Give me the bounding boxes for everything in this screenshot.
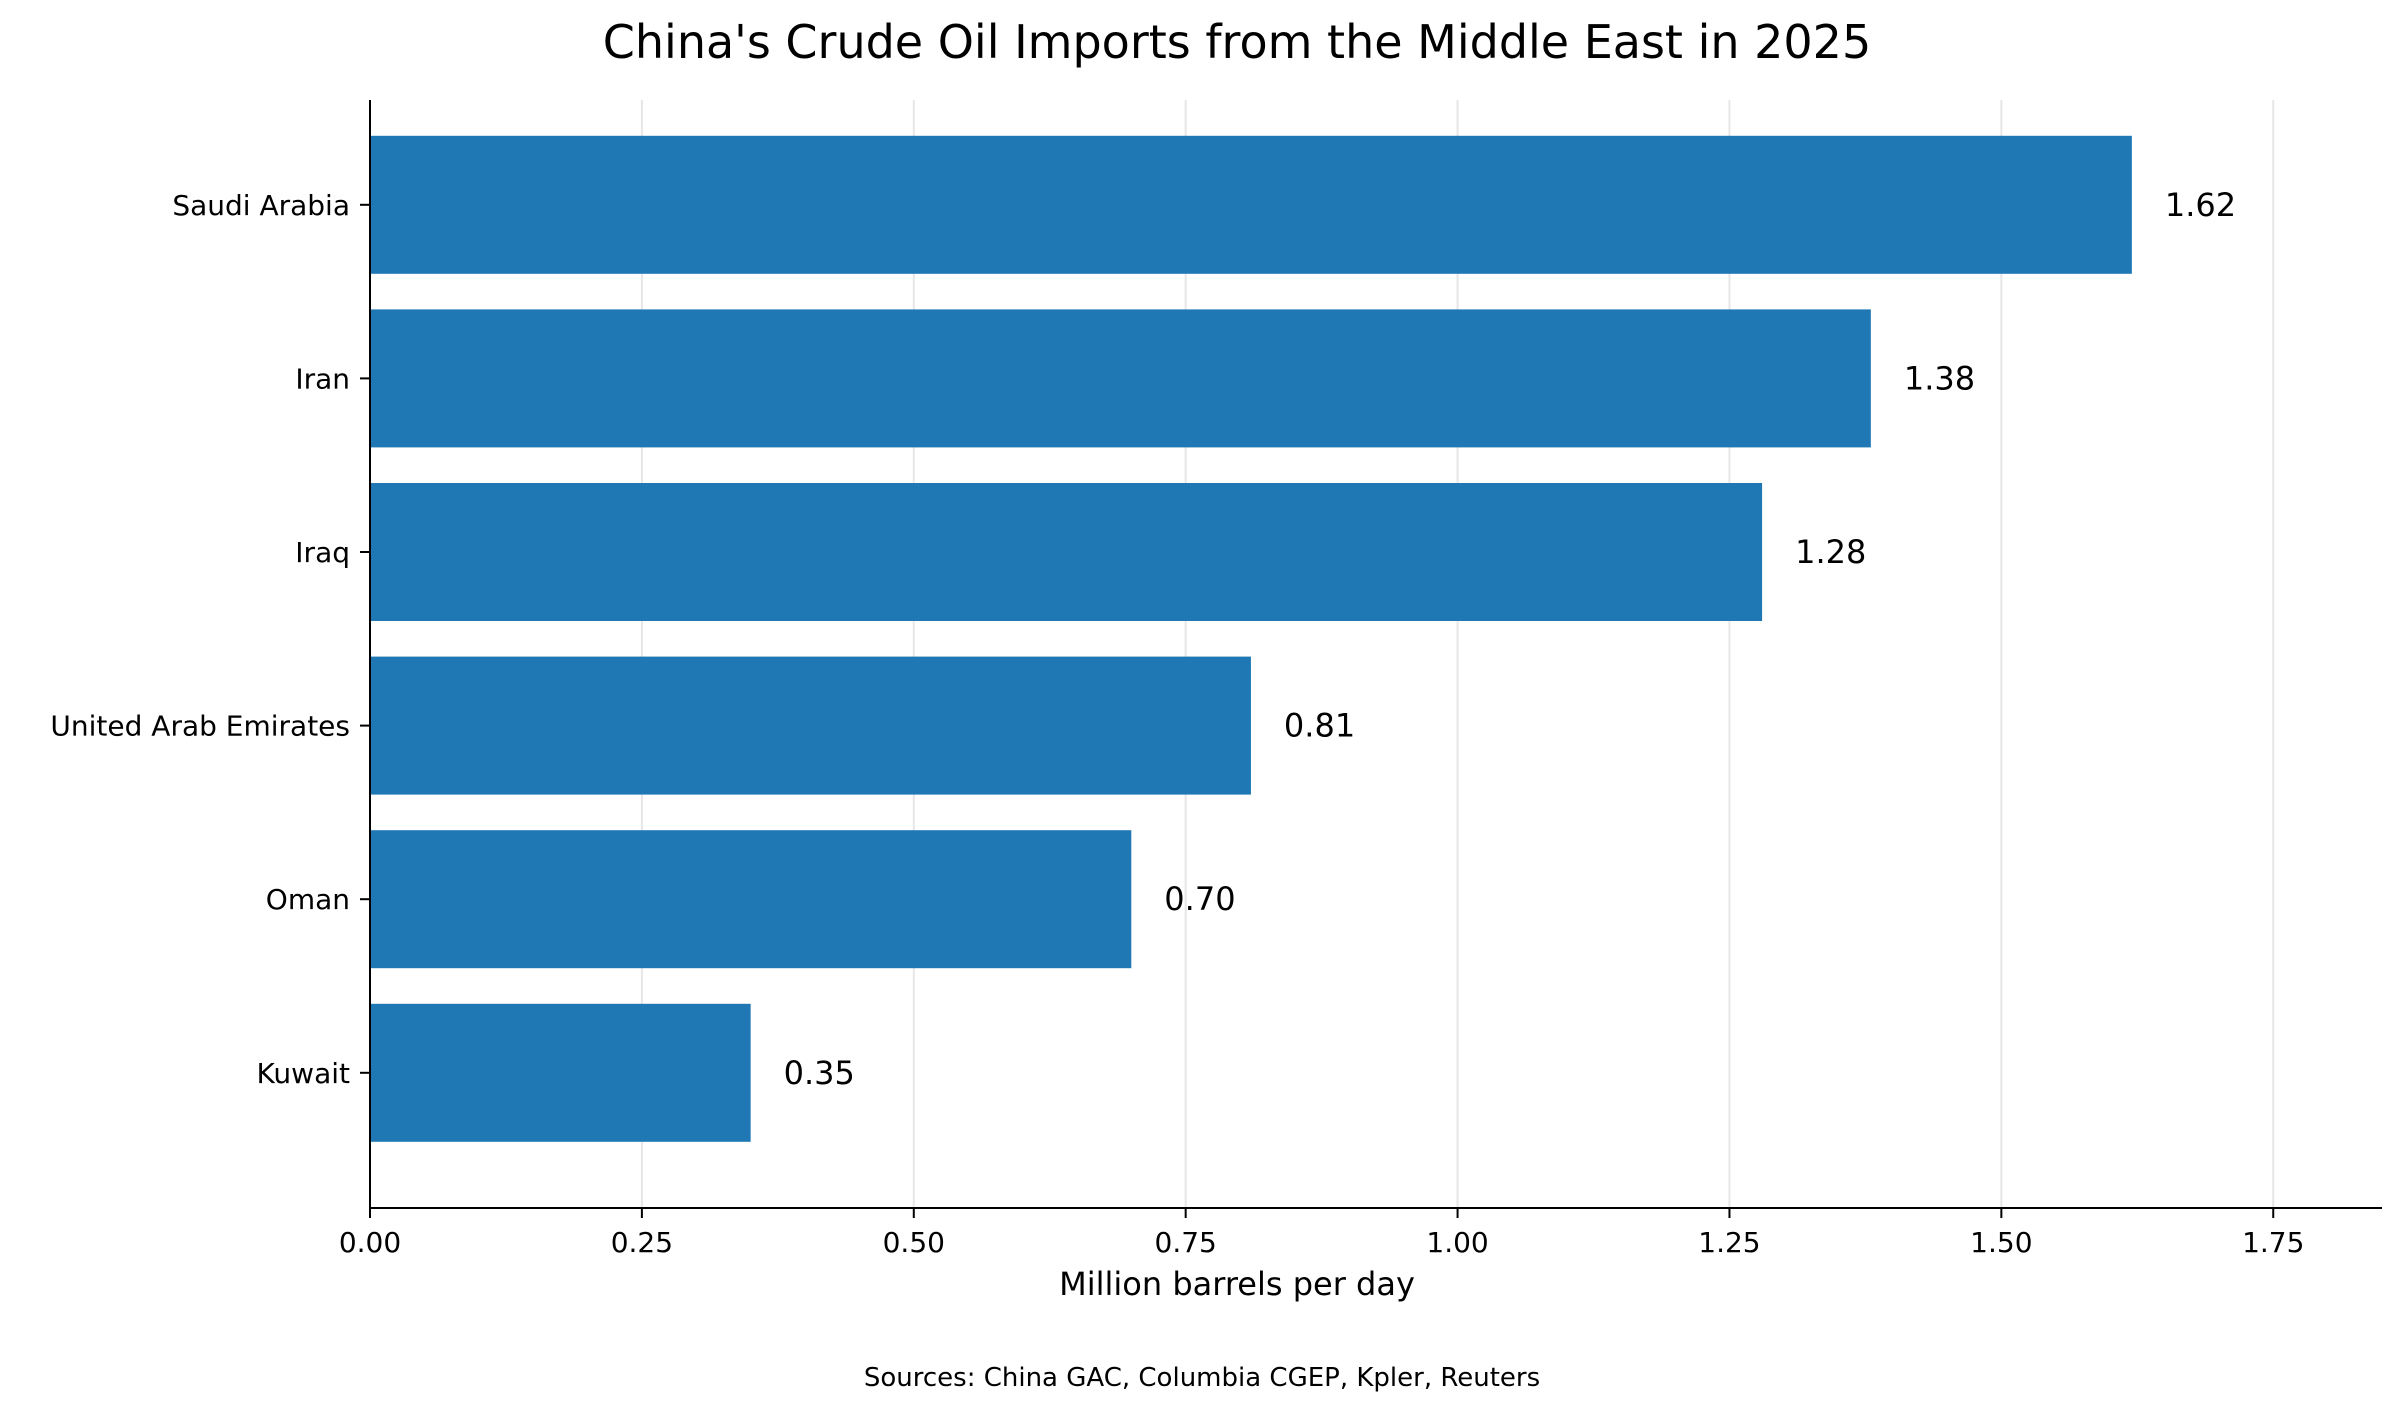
x-tick-label: 0.50 <box>883 1226 945 1259</box>
bar <box>370 1003 751 1142</box>
chart-title: China's Crude Oil Imports from the Middl… <box>603 15 1871 69</box>
data-labels: 1.62 1.38 1.28 0.81 0.70 0.35 <box>784 186 2236 1092</box>
source-note: Sources: China GAC, Columbia CGEP, Kpler… <box>864 1363 1540 1393</box>
y-tick-label: Saudi Arabia <box>172 189 350 222</box>
bar <box>370 483 1763 621</box>
data-label: 1.28 <box>1795 533 1866 571</box>
data-label: 0.70 <box>1164 880 1235 918</box>
x-axis-label: Million barrels per day <box>1059 1265 1415 1303</box>
x-tick-label: 0.25 <box>611 1226 673 1259</box>
x-tick-label: 1.00 <box>1426 1226 1488 1259</box>
bar <box>370 656 1251 795</box>
x-tick-label: 0.00 <box>339 1226 401 1259</box>
y-tick-label: Kuwait <box>256 1057 350 1090</box>
x-tick-label: 1.25 <box>1698 1226 1760 1259</box>
bar <box>370 830 1132 969</box>
y-tick-label: Iran <box>295 362 350 395</box>
data-label: 1.38 <box>1904 359 1975 397</box>
data-label: 0.81 <box>1284 707 1355 745</box>
tick-labels: Saudi Arabia Iran Iraq United Arab Emirates… <box>50 189 2304 1259</box>
x-tick-label: 1.75 <box>2242 1226 2304 1259</box>
data-label: 1.62 <box>2165 186 2236 224</box>
bar <box>370 135 2132 274</box>
bars <box>370 135 2132 1142</box>
y-tick-label: Oman <box>266 883 350 916</box>
x-tick-label: 0.75 <box>1155 1226 1217 1259</box>
y-tick-label: Iraq <box>295 536 350 569</box>
axes <box>360 100 2382 1218</box>
data-label: 0.35 <box>784 1054 855 1092</box>
gridlines <box>640 100 2275 1208</box>
x-tick-label: 1.50 <box>1970 1226 2032 1259</box>
bar <box>370 309 1871 448</box>
y-tick-label: United Arab Emirates <box>50 710 350 743</box>
